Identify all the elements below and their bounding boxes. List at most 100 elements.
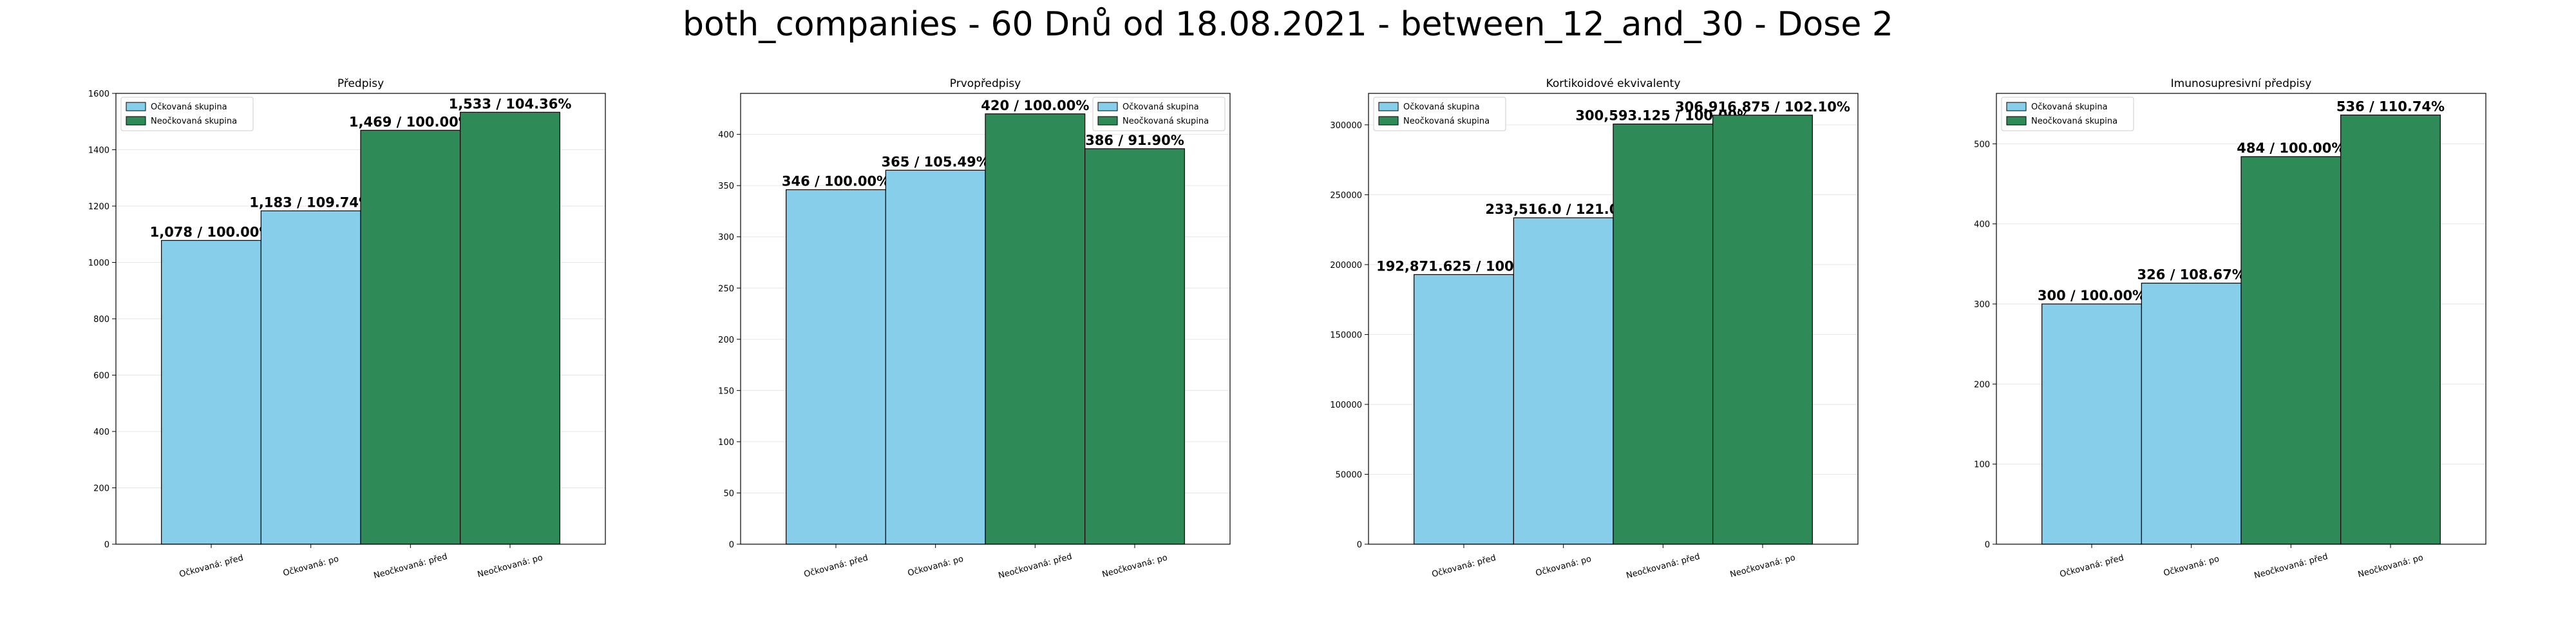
bar-1 — [1414, 274, 1514, 545]
y-tick-label: 0 — [729, 540, 734, 550]
legend: Očkovaná skupina Neočkovaná skupina — [2001, 97, 2134, 131]
y-tick-label: 150000 — [1330, 330, 1362, 340]
data-label: 386 / 91.90% — [1085, 133, 1184, 148]
y-tick-label: 0 — [104, 540, 109, 550]
bar-2 — [260, 210, 361, 545]
bar-1 — [786, 189, 886, 545]
legend-label: Neočkovaná skupina — [1122, 117, 1209, 126]
y-tick-label: 200 — [1974, 380, 1990, 390]
bar-3 — [360, 129, 461, 545]
bar-3 — [1613, 123, 1714, 545]
subplot-title: Prvopředpisy — [950, 77, 1021, 90]
legend-swatch — [126, 102, 146, 111]
y-tick-label: 200000 — [1330, 261, 1362, 270]
data-label: 346 / 100.00% — [782, 174, 890, 189]
subplot-title: Předpisy — [337, 77, 384, 90]
legend-label: Očkovaná skupina — [151, 102, 227, 112]
x-tick-label: Neočkovaná: po — [477, 553, 544, 580]
y-tick-label: 300000 — [1330, 121, 1362, 131]
bar-3 — [985, 113, 1086, 545]
y-tick-label: 400 — [93, 428, 109, 437]
subplot-title: Kortikoidové ekvivalenty — [1546, 77, 1681, 90]
plot-frame — [1996, 93, 2486, 545]
x-tick-label: Očkovaná: před — [178, 553, 245, 580]
x-tick-label: Očkovaná: po — [1535, 554, 1593, 579]
legend: Očkovaná skupina Neočkovaná skupina — [1092, 97, 1226, 131]
data-label: 536 / 110.74% — [2336, 99, 2445, 115]
x-tick-label: Neočkovaná: před — [1625, 552, 1701, 581]
legend-box — [1373, 97, 1506, 131]
legend-swatch — [1097, 102, 1118, 111]
chart-4: Imunosupresivní předpisy 0 100 200 300 400 500… — [1974, 77, 2486, 581]
plot-frame — [115, 93, 606, 545]
y-tick-label: 100 — [718, 438, 734, 448]
x-tick-label: Neočkovaná: po — [2357, 553, 2425, 580]
x-tick-label: Neočkovaná: po — [1729, 553, 1797, 580]
chart-1: Předpisy 0 200 400 600 800 1000 1200 1400 1600 1,0… — [88, 77, 606, 581]
y-tick-label: 300 — [1974, 300, 1990, 310]
legend-swatch — [1097, 116, 1118, 126]
x-tick-label: Očkovaná: před — [2059, 553, 2125, 580]
x-tick-label: Očkovaná: před — [1431, 553, 1497, 580]
legend-swatch — [2006, 102, 2027, 111]
bar-4 — [1712, 115, 1813, 545]
legend-swatch — [1378, 116, 1399, 126]
bar-4 — [460, 111, 560, 545]
y-tick-label: 350 — [718, 182, 734, 191]
y-tick-label: 250 — [718, 284, 734, 294]
y-tick-label: 100000 — [1330, 401, 1362, 410]
bar-3 — [2240, 156, 2342, 545]
x-tick-label: Očkovaná: po — [282, 554, 340, 579]
y-tick-label: 400 — [1974, 220, 1990, 230]
data-label: 1,078 / 100.00% — [150, 224, 273, 240]
legend-box — [2001, 97, 2134, 131]
legend-label: Očkovaná skupina — [2031, 102, 2108, 112]
bar-2 — [885, 169, 986, 545]
legend-label: Očkovaná skupina — [1122, 102, 1199, 112]
y-tick-label: 0 — [1985, 540, 1990, 550]
y-tick-label: 1000 — [88, 259, 109, 269]
legend-box — [1092, 97, 1226, 131]
legend: Očkovaná skupina Neočkovaná skupina — [1373, 97, 1506, 131]
y-tick-label: 50000 — [1336, 470, 1362, 480]
legend-box — [120, 97, 254, 131]
x-tick-label: Neočkovaná: před — [2253, 552, 2329, 581]
legend: Očkovaná skupina Neočkovaná skupina — [120, 97, 254, 131]
plot-frame — [1368, 93, 1859, 545]
y-tick-label: 150 — [718, 386, 734, 396]
y-tick-label: 300 — [718, 233, 734, 243]
data-label: 1,183 / 109.74% — [249, 194, 372, 210]
x-tick-label: Neočkovaná: před — [998, 552, 1074, 581]
data-label: 326 / 108.67% — [2137, 267, 2246, 283]
y-tick-label: 1400 — [88, 146, 109, 156]
x-tick-label: Očkovaná: před — [803, 553, 869, 580]
y-tick-label: 100 — [1974, 460, 1990, 470]
data-label: 300 / 100.00% — [2038, 288, 2146, 303]
x-tick-label: Očkovaná: po — [907, 554, 965, 579]
data-label: 484 / 100.00% — [2237, 140, 2345, 156]
bar-4 — [2340, 114, 2441, 545]
legend-label: Neočkovaná skupina — [2031, 117, 2117, 126]
y-tick-label: 250000 — [1330, 191, 1362, 200]
legend-swatch — [2006, 116, 2027, 126]
legend-swatch — [126, 116, 146, 126]
y-tick-label: 200 — [718, 336, 734, 345]
y-tick-label: 600 — [93, 372, 109, 381]
chart-3: Kortikoidové ekvivalenty 0 50000 100000 1500… — [1330, 77, 1859, 581]
x-tick-label: Neočkovaná: po — [1101, 553, 1169, 580]
y-tick-label: 0 — [1357, 540, 1362, 550]
data-label: 306,916.875 / 102.10% — [1675, 99, 1850, 115]
y-tick-label: 200 — [93, 484, 109, 494]
legend-label: Neočkovaná skupina — [151, 117, 237, 126]
bar-4 — [1084, 148, 1185, 545]
bar-1 — [2041, 303, 2142, 545]
data-label: 420 / 100.00% — [981, 98, 1089, 113]
data-label: 1,533 / 104.36% — [449, 96, 572, 111]
chart-2: Prvopředpisy 0 50 100 150 200 250 300 350 400 346 … — [718, 77, 1231, 581]
x-tick-label: Očkovaná: po — [2163, 554, 2221, 579]
legend-swatch — [1378, 102, 1399, 111]
plot-frame — [740, 93, 1231, 545]
legend-label: Očkovaná skupina — [1403, 102, 1480, 112]
y-tick-label: 500 — [1974, 140, 1990, 149]
data-label: 1,469 / 100.00% — [349, 114, 472, 129]
